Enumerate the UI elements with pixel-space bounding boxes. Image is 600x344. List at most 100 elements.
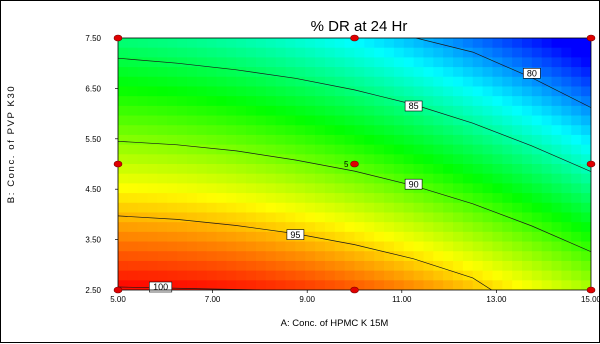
heatmap-cell: [423, 105, 434, 117]
heatmap-cell: [374, 173, 385, 184]
heatmap-cell: [246, 241, 257, 252]
heatmap-cell: [334, 76, 346, 88]
heatmap-cell: [433, 222, 444, 233]
heatmap-cell: [453, 96, 464, 107]
heatmap-cell: [275, 212, 287, 223]
heatmap-cell: [541, 38, 553, 49]
heatmap-cell: [177, 280, 188, 290]
heatmap-cell: [502, 260, 513, 272]
heatmap-cell: [581, 96, 591, 107]
heatmap-cell: [186, 154, 198, 165]
heatmap-cell: [305, 270, 316, 281]
heatmap-cell: [364, 173, 375, 184]
contour-labels: 100 95 90 85 80: [149, 68, 541, 293]
heatmap-cell: [384, 115, 395, 126]
heatmap-cell: [186, 47, 198, 58]
heatmap-cell: [275, 222, 287, 233]
heatmap-cell: [522, 241, 533, 252]
heatmap-cell: [196, 154, 208, 165]
heatmap-cell: [512, 125, 523, 136]
heatmap-cell: [384, 183, 395, 194]
heatmap-cell: [403, 47, 415, 58]
heatmap-cell: [522, 260, 533, 272]
heatmap-cell: [423, 47, 434, 58]
heatmap-cell: [403, 202, 415, 214]
heatmap-cell: [541, 193, 553, 204]
heatmap-cell: [502, 202, 513, 214]
heatmap-cell: [492, 173, 503, 184]
heatmap-cell: [295, 270, 306, 281]
heatmap-cell: [285, 193, 296, 204]
heatmap-cell: [551, 76, 563, 88]
heatmap-cell: [561, 76, 572, 88]
heatmap-cell: [226, 144, 237, 155]
heatmap-cell: [177, 251, 188, 262]
heatmap-cell: [137, 270, 149, 281]
heatmap-cell: [186, 67, 198, 78]
heatmap-cell: [334, 105, 346, 117]
heatmap-cell: [334, 144, 346, 155]
heatmap-cell: [571, 251, 582, 262]
heatmap-cell: [443, 154, 454, 165]
heatmap-cell: [581, 67, 591, 78]
heatmap-cell: [561, 47, 572, 58]
heatmap-cell: [206, 212, 218, 223]
heatmap-cell: [492, 241, 503, 252]
heatmap-cell: [512, 231, 523, 243]
heatmap-cell: [226, 67, 237, 78]
heatmap-cell: [206, 164, 218, 175]
heatmap-cell: [147, 125, 159, 136]
heatmap-cell: [374, 183, 385, 194]
heatmap-cell: [265, 241, 277, 252]
heatmap-cell: [196, 67, 208, 78]
heatmap-cell: [531, 183, 543, 194]
heatmap-cell: [118, 38, 129, 49]
axis-ticks: 5.00 7.00 9.00 11.00 13.00 15.00 2.50 3.50 4.50 5…: [85, 34, 600, 304]
heatmap-cell: [502, 57, 513, 68]
heatmap-cell: [226, 173, 237, 184]
heatmap-cell: [196, 260, 208, 272]
heatmap-cell: [433, 231, 444, 243]
heatmap-cell: [344, 222, 356, 233]
heatmap-cell: [147, 38, 159, 49]
heatmap-cell: [118, 134, 129, 146]
heatmap-cell: [413, 144, 425, 155]
heatmap-cell: [453, 183, 464, 194]
heatmap-cell: [324, 96, 336, 107]
heatmap-cell: [561, 193, 572, 204]
heatmap-cell: [305, 241, 316, 252]
contour-label: 90: [409, 179, 419, 189]
heatmap-cell: [354, 183, 365, 194]
heatmap-cell: [344, 38, 356, 49]
heatmap-cell: [157, 57, 168, 68]
heatmap-cell: [462, 38, 474, 49]
heatmap-cell: [167, 270, 178, 281]
heatmap-cell: [334, 57, 346, 68]
heatmap-cell: [206, 96, 218, 107]
heatmap-cell: [196, 105, 208, 117]
heatmap-cell: [177, 125, 188, 136]
heatmap-cell: [324, 212, 336, 223]
heatmap-cell: [206, 86, 218, 97]
heatmap-cell: [512, 38, 523, 49]
heatmap-cell: [127, 115, 139, 126]
heatmap-cell: [413, 125, 425, 136]
heatmap-cell: [315, 67, 326, 78]
heatmap-cell: [541, 241, 553, 252]
heatmap-cell: [423, 202, 434, 214]
heatmap-cell: [226, 96, 237, 107]
heatmap-cell: [561, 202, 572, 214]
heatmap-cell: [502, 222, 513, 233]
heatmap-cell: [364, 202, 375, 214]
heatmap-cell: [561, 251, 572, 262]
heatmap-cell: [324, 164, 336, 175]
heatmap-cell: [226, 38, 237, 49]
heatmap-cell: [315, 134, 326, 146]
heatmap-cell: [275, 231, 287, 243]
heatmap-cell: [127, 38, 139, 49]
heatmap-cell: [462, 144, 474, 155]
heatmap-cell: [443, 260, 454, 272]
heatmap-cell: [374, 280, 385, 290]
heatmap-cell: [295, 164, 306, 175]
heatmap-cell: [443, 105, 454, 117]
